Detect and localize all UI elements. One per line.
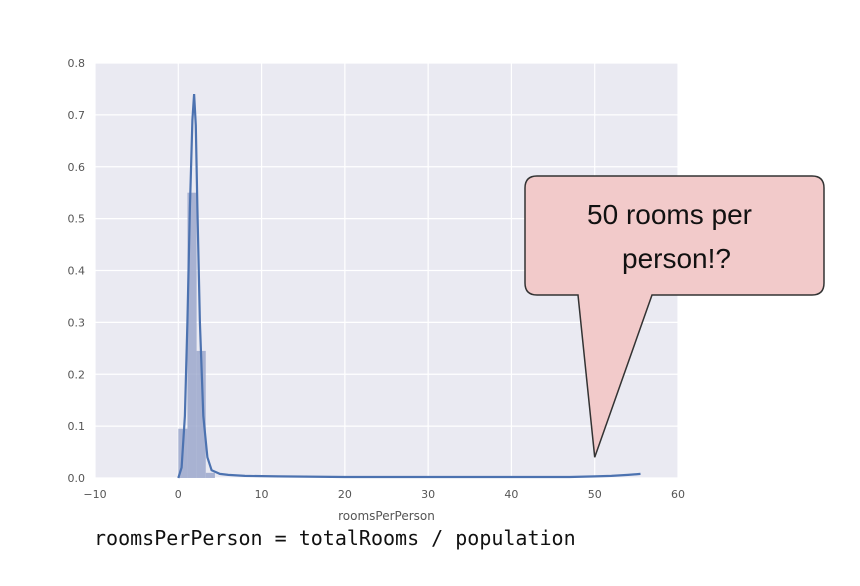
x-tick-label: 60 [671, 488, 685, 501]
callout-bubble: 50 rooms per person!? [524, 175, 825, 458]
x-tick-label: 10 [255, 488, 269, 501]
x-axis-label: roomsPerPerson [338, 509, 435, 523]
histogram-bar [196, 350, 206, 478]
y-tick-label: 0.8 [68, 57, 86, 70]
x-tick-label: 50 [588, 488, 602, 501]
y-axis: 0.0 0.1 0.2 0.3 0.4 0.5 0.6 0.7 0.8 [68, 57, 86, 485]
y-tick-label: 0.0 [68, 472, 86, 485]
kde-line [177, 94, 641, 479]
x-axis: −10 0 10 20 30 40 50 60 [83, 488, 685, 501]
y-tick-label: 0.3 [68, 316, 86, 329]
x-tick-label: 20 [338, 488, 352, 501]
y-tick-label: 0.2 [68, 368, 86, 381]
histogram-bar [187, 192, 197, 478]
callout-text-line-2: person!? [622, 243, 731, 274]
x-tick-label: 0 [175, 488, 182, 501]
callout-shape [524, 175, 825, 458]
y-tick-label: 0.4 [68, 265, 86, 278]
x-tick-label: −10 [83, 488, 106, 501]
y-tick-label: 0.5 [68, 213, 86, 226]
x-tick-label: 30 [421, 488, 435, 501]
callout-text-line-1: 50 rooms per [587, 199, 752, 230]
x-tick-label: 40 [504, 488, 518, 501]
formula-caption: roomsPerPerson = totalRooms / population [94, 526, 576, 550]
y-tick-label: 0.6 [68, 161, 86, 174]
histogram-bar [205, 472, 215, 478]
y-tick-label: 0.7 [68, 109, 86, 122]
y-tick-label: 0.1 [68, 420, 86, 433]
